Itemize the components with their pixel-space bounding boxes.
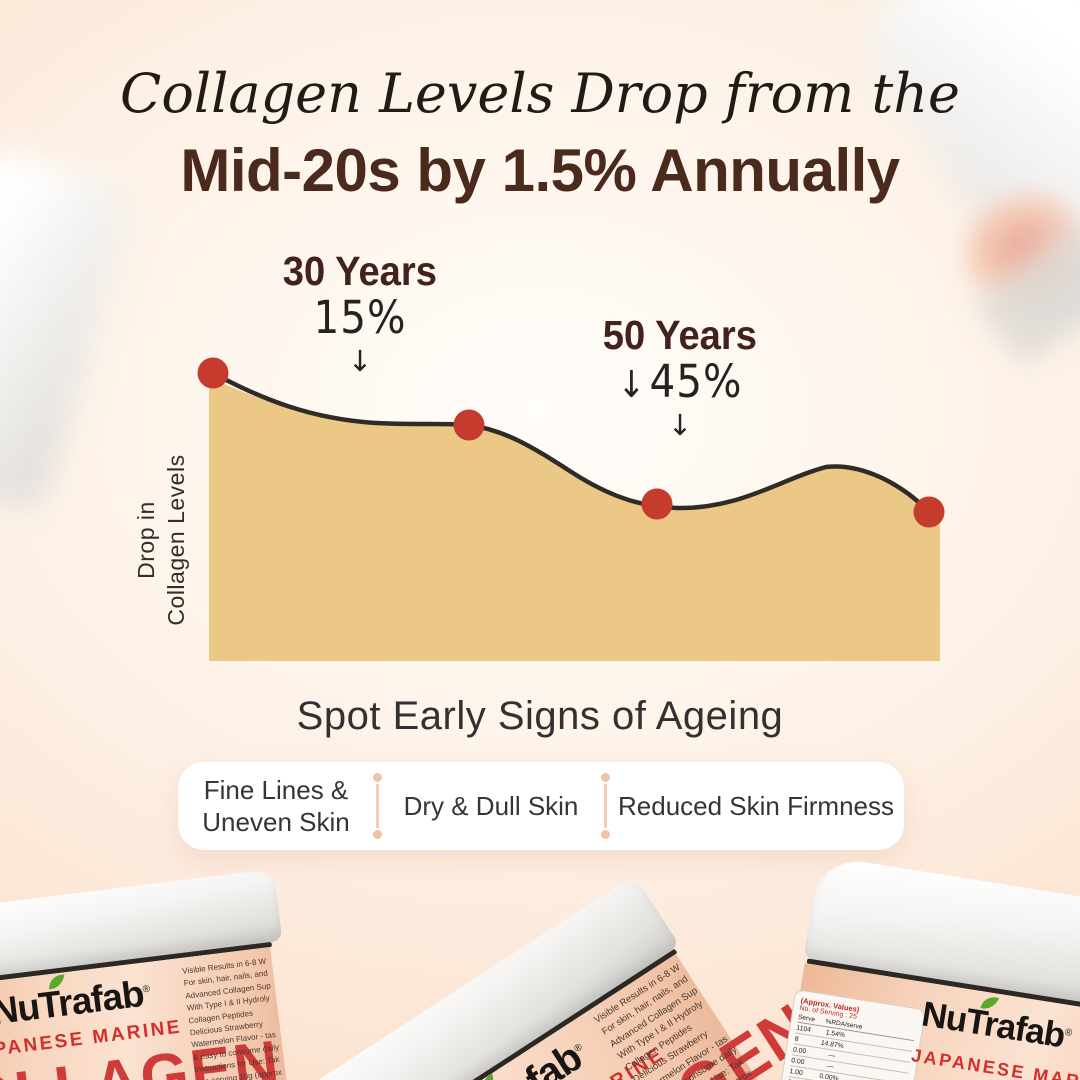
annotation-50-value: ↓45% bbox=[575, 357, 785, 407]
down-arrow-icon: ↓ bbox=[667, 407, 693, 442]
title-line-1: Collagen Levels Drop from the bbox=[120, 62, 960, 125]
trend-curve bbox=[210, 370, 932, 515]
annotation-50-value-text: 45% bbox=[649, 355, 743, 409]
brand-logo: NuTrafab® bbox=[919, 994, 1073, 1057]
jar-label: NuTrafab® JAPANESE MARINE COLLAGEN Visib… bbox=[152, 953, 965, 1080]
collagen-drop-area-chart bbox=[197, 357, 945, 661]
pill-divider bbox=[600, 762, 610, 850]
data-point-50-years bbox=[641, 488, 673, 520]
y-axis-label-line-2: Collagen Levels bbox=[163, 454, 189, 626]
divider-dot bbox=[600, 830, 610, 839]
sign-item-fine-lines: Fine Lines & Uneven Skin bbox=[202, 774, 350, 838]
annotation-50-label: 50 Years bbox=[575, 312, 785, 358]
area-fill bbox=[209, 377, 940, 661]
leaf-icon bbox=[49, 974, 65, 990]
divider-dot bbox=[372, 773, 382, 782]
nutrition-table: (Approx. Values) No. of Serving : 25 Ser… bbox=[776, 990, 925, 1080]
title-line-2: Mid-20s by 1.5% Annually bbox=[180, 137, 900, 204]
annotation-30-years: 30 Years 15% ↓ bbox=[255, 248, 465, 379]
product-jar-right: (Approx. Values) No. of Serving : 25 Ser… bbox=[719, 852, 1080, 1080]
trademark-symbol: ® bbox=[142, 983, 150, 996]
annotation-50-label-text: 50 Years bbox=[602, 312, 758, 358]
y-axis-label: Drop in Collagen Levels bbox=[132, 454, 192, 625]
product-jar-middle: NuTrafab® JAPANESE MARINE COLLAGEN Visib… bbox=[97, 875, 971, 1080]
y-axis-label-line-1: Drop in bbox=[133, 501, 160, 579]
annotation-30-label: 30 Years bbox=[255, 248, 465, 294]
jar-label: (Approx. Values) No. of Serving : 25 Ser… bbox=[742, 963, 1080, 1080]
down-arrow-icon: ↓ bbox=[617, 363, 647, 407]
data-point-30-years bbox=[453, 409, 485, 441]
leaf-icon bbox=[980, 997, 1000, 1009]
signs-heading: Spot Early Signs of Ageing bbox=[296, 694, 784, 738]
annotation-50-years: 50 Years ↓45% ↓ bbox=[575, 312, 785, 443]
divider-line bbox=[603, 784, 607, 828]
leaf-icon bbox=[482, 1073, 494, 1080]
data-point-mid20s bbox=[197, 357, 229, 389]
sign-item-firmness: Reduced Skin Firmness bbox=[618, 790, 894, 821]
annotation-30-value: 15% bbox=[313, 291, 407, 345]
trademark-symbol: ® bbox=[1063, 1027, 1072, 1039]
data-point-end bbox=[913, 496, 945, 528]
annotation-30-label-text: 30 Years bbox=[282, 248, 438, 294]
divider-dot bbox=[372, 830, 382, 839]
jar-label: NuTrafab® JAPANESE MARINE COLLAGEN LOW V… bbox=[0, 947, 318, 1080]
fine-print: Visible Results in 6-8 W For skin, hair, … bbox=[182, 954, 302, 1080]
signs-pill: Fine Lines & Uneven Skin Dry & Dull Skin… bbox=[178, 762, 904, 850]
sign-item-dry-skin: Dry & Dull Skin bbox=[403, 790, 579, 821]
pill-divider bbox=[372, 762, 382, 850]
divider-line bbox=[375, 784, 379, 828]
divider-dot bbox=[600, 773, 610, 782]
brand-logo: NuTrafab® bbox=[427, 1032, 596, 1080]
down-arrow-icon: ↓ bbox=[347, 343, 373, 378]
product-jar-left: NuTrafab® JAPANESE MARINE COLLAGEN LOW V… bbox=[0, 868, 325, 1080]
brand-logo: NuTrafab® bbox=[0, 972, 152, 1033]
